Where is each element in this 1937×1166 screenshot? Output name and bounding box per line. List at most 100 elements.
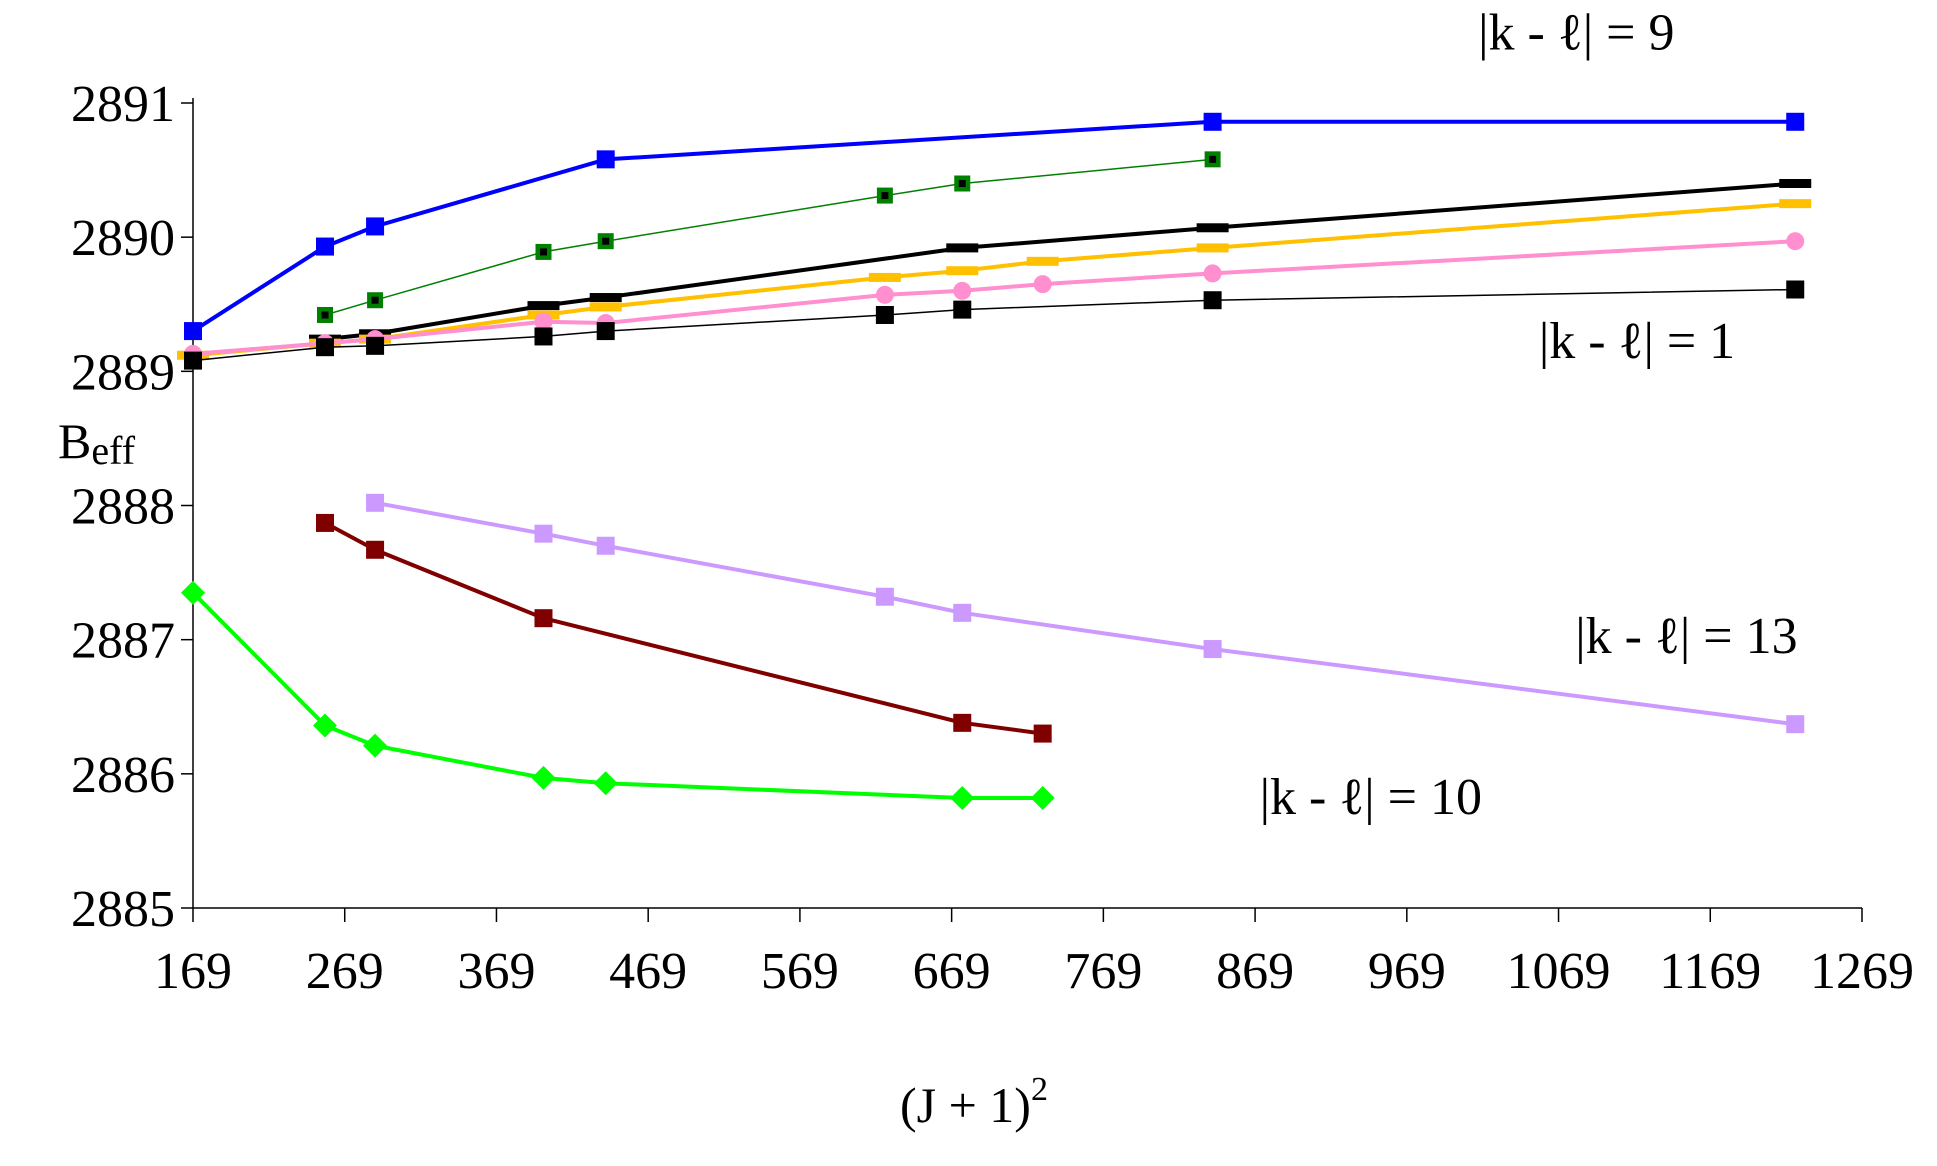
x-tick-label: 1269 bbox=[1810, 943, 1914, 1000]
y-axis-title-sub: eff bbox=[91, 428, 135, 473]
data-point-center bbox=[1209, 155, 1217, 163]
y-tick-label: 2887 bbox=[71, 613, 175, 670]
series-line bbox=[191, 591, 1043, 800]
x-tick-label: 1169 bbox=[1659, 943, 1761, 1000]
data-point bbox=[953, 300, 972, 319]
x-axis-title-main: (J + 1) bbox=[900, 1077, 1031, 1133]
series-annotation: |k - ℓ| = 9 bbox=[1478, 4, 1674, 61]
data-point bbox=[950, 785, 975, 810]
x-tick-label: 369 bbox=[457, 943, 535, 1000]
data-point bbox=[593, 771, 618, 796]
data-point bbox=[1786, 280, 1805, 299]
data-point bbox=[596, 536, 615, 555]
data-point bbox=[363, 733, 388, 758]
data-point bbox=[875, 305, 894, 324]
data-point bbox=[1203, 291, 1222, 310]
data-point-center bbox=[539, 248, 547, 256]
series-annotation: |k - ℓ| = 1 bbox=[1539, 313, 1735, 370]
y-tick-label: 2891 bbox=[71, 76, 175, 133]
data-point bbox=[953, 281, 972, 300]
data-point bbox=[181, 580, 205, 605]
series-|k - ℓ| = 13 bbox=[366, 493, 1805, 734]
x-tick-label: 569 bbox=[761, 943, 839, 1000]
data-point bbox=[1779, 179, 1812, 188]
data-point bbox=[1033, 275, 1052, 294]
data-point-center bbox=[602, 237, 610, 245]
x-axis-title: (J + 1)2 bbox=[900, 1071, 1048, 1133]
x-tick-label: 469 bbox=[609, 943, 687, 1000]
series-line bbox=[192, 239, 1796, 356]
data-point bbox=[316, 513, 335, 532]
x-tick-label: 769 bbox=[1064, 943, 1142, 1000]
data-point bbox=[1033, 724, 1052, 743]
y-tick-label: 2890 bbox=[71, 210, 175, 267]
y-axis-title: Beff bbox=[58, 413, 136, 473]
data-point bbox=[946, 243, 979, 253]
data-point bbox=[953, 713, 972, 732]
data-point bbox=[184, 322, 202, 341]
series-|k - ℓ| = 1 bbox=[184, 280, 1805, 370]
data-point bbox=[184, 351, 202, 370]
data-point bbox=[1786, 715, 1805, 734]
data-point bbox=[596, 150, 615, 169]
series-annotation: |k - ℓ| = 10 bbox=[1260, 769, 1482, 826]
data-point bbox=[366, 336, 385, 355]
data-point bbox=[1203, 264, 1222, 283]
series-|k - ℓ| = 10 bbox=[181, 580, 1055, 810]
data-point bbox=[589, 293, 622, 303]
annotations: |k - ℓ| = 9 |k - ℓ| = 1 |k - ℓ| = 13 |k - ℓ… bbox=[1260, 4, 1798, 826]
data-point bbox=[868, 272, 901, 282]
y-tick-label: 2885 bbox=[71, 881, 175, 938]
x-tick-label: 869 bbox=[1216, 943, 1294, 1000]
series-|k - ℓ| = 9 bbox=[184, 112, 1805, 341]
data-point bbox=[1203, 112, 1222, 131]
data-point bbox=[534, 312, 553, 331]
data-point-center bbox=[321, 311, 329, 319]
data-point-center bbox=[958, 180, 966, 187]
data-point bbox=[596, 322, 615, 341]
axis-titles: Beff (J + 1)2 bbox=[58, 413, 1048, 1133]
data-point bbox=[946, 266, 979, 276]
y-tick-label: 2886 bbox=[71, 747, 175, 804]
data-point bbox=[1026, 256, 1059, 266]
axes: 2885 2886 2887 2888 2889 2890 2891 169 269 369 469… bbox=[71, 76, 1914, 1000]
data-point bbox=[534, 609, 553, 628]
data-point bbox=[316, 338, 335, 357]
data-point bbox=[366, 493, 385, 512]
data-point bbox=[534, 524, 553, 543]
data-point bbox=[1030, 785, 1055, 810]
data-point bbox=[875, 285, 894, 304]
data-point bbox=[1196, 243, 1229, 253]
series-annotation: |k - ℓ| = 13 bbox=[1575, 608, 1797, 665]
data-point bbox=[313, 713, 338, 738]
series-layer bbox=[177, 112, 1812, 810]
data-point bbox=[589, 302, 622, 312]
series-dark-red-series bbox=[316, 513, 1052, 743]
series-line bbox=[191, 119, 1796, 333]
y-tick-label: 2888 bbox=[71, 479, 175, 536]
data-point bbox=[1786, 112, 1805, 131]
y-tick-label: 2889 bbox=[71, 344, 175, 401]
x-tick-label: 169 bbox=[154, 943, 232, 1000]
data-point bbox=[953, 603, 972, 622]
data-point bbox=[527, 301, 560, 311]
data-point bbox=[875, 587, 894, 606]
data-point bbox=[534, 327, 553, 346]
data-point bbox=[531, 765, 556, 790]
data-point bbox=[1779, 199, 1812, 209]
x-tick-label: 669 bbox=[913, 943, 991, 1000]
series-green-square-series bbox=[317, 151, 1221, 323]
data-point bbox=[1203, 640, 1222, 659]
data-point bbox=[1196, 223, 1229, 233]
data-point bbox=[1786, 232, 1805, 251]
data-point-center bbox=[371, 296, 379, 304]
x-tick-label: 1069 bbox=[1507, 943, 1611, 1000]
data-point bbox=[316, 237, 335, 256]
data-point-center bbox=[881, 192, 889, 200]
x-tick-label: 269 bbox=[306, 943, 384, 1000]
data-point bbox=[366, 540, 385, 559]
x-tick-label: 969 bbox=[1368, 943, 1446, 1000]
data-point bbox=[366, 217, 385, 236]
series-line bbox=[324, 521, 1043, 736]
